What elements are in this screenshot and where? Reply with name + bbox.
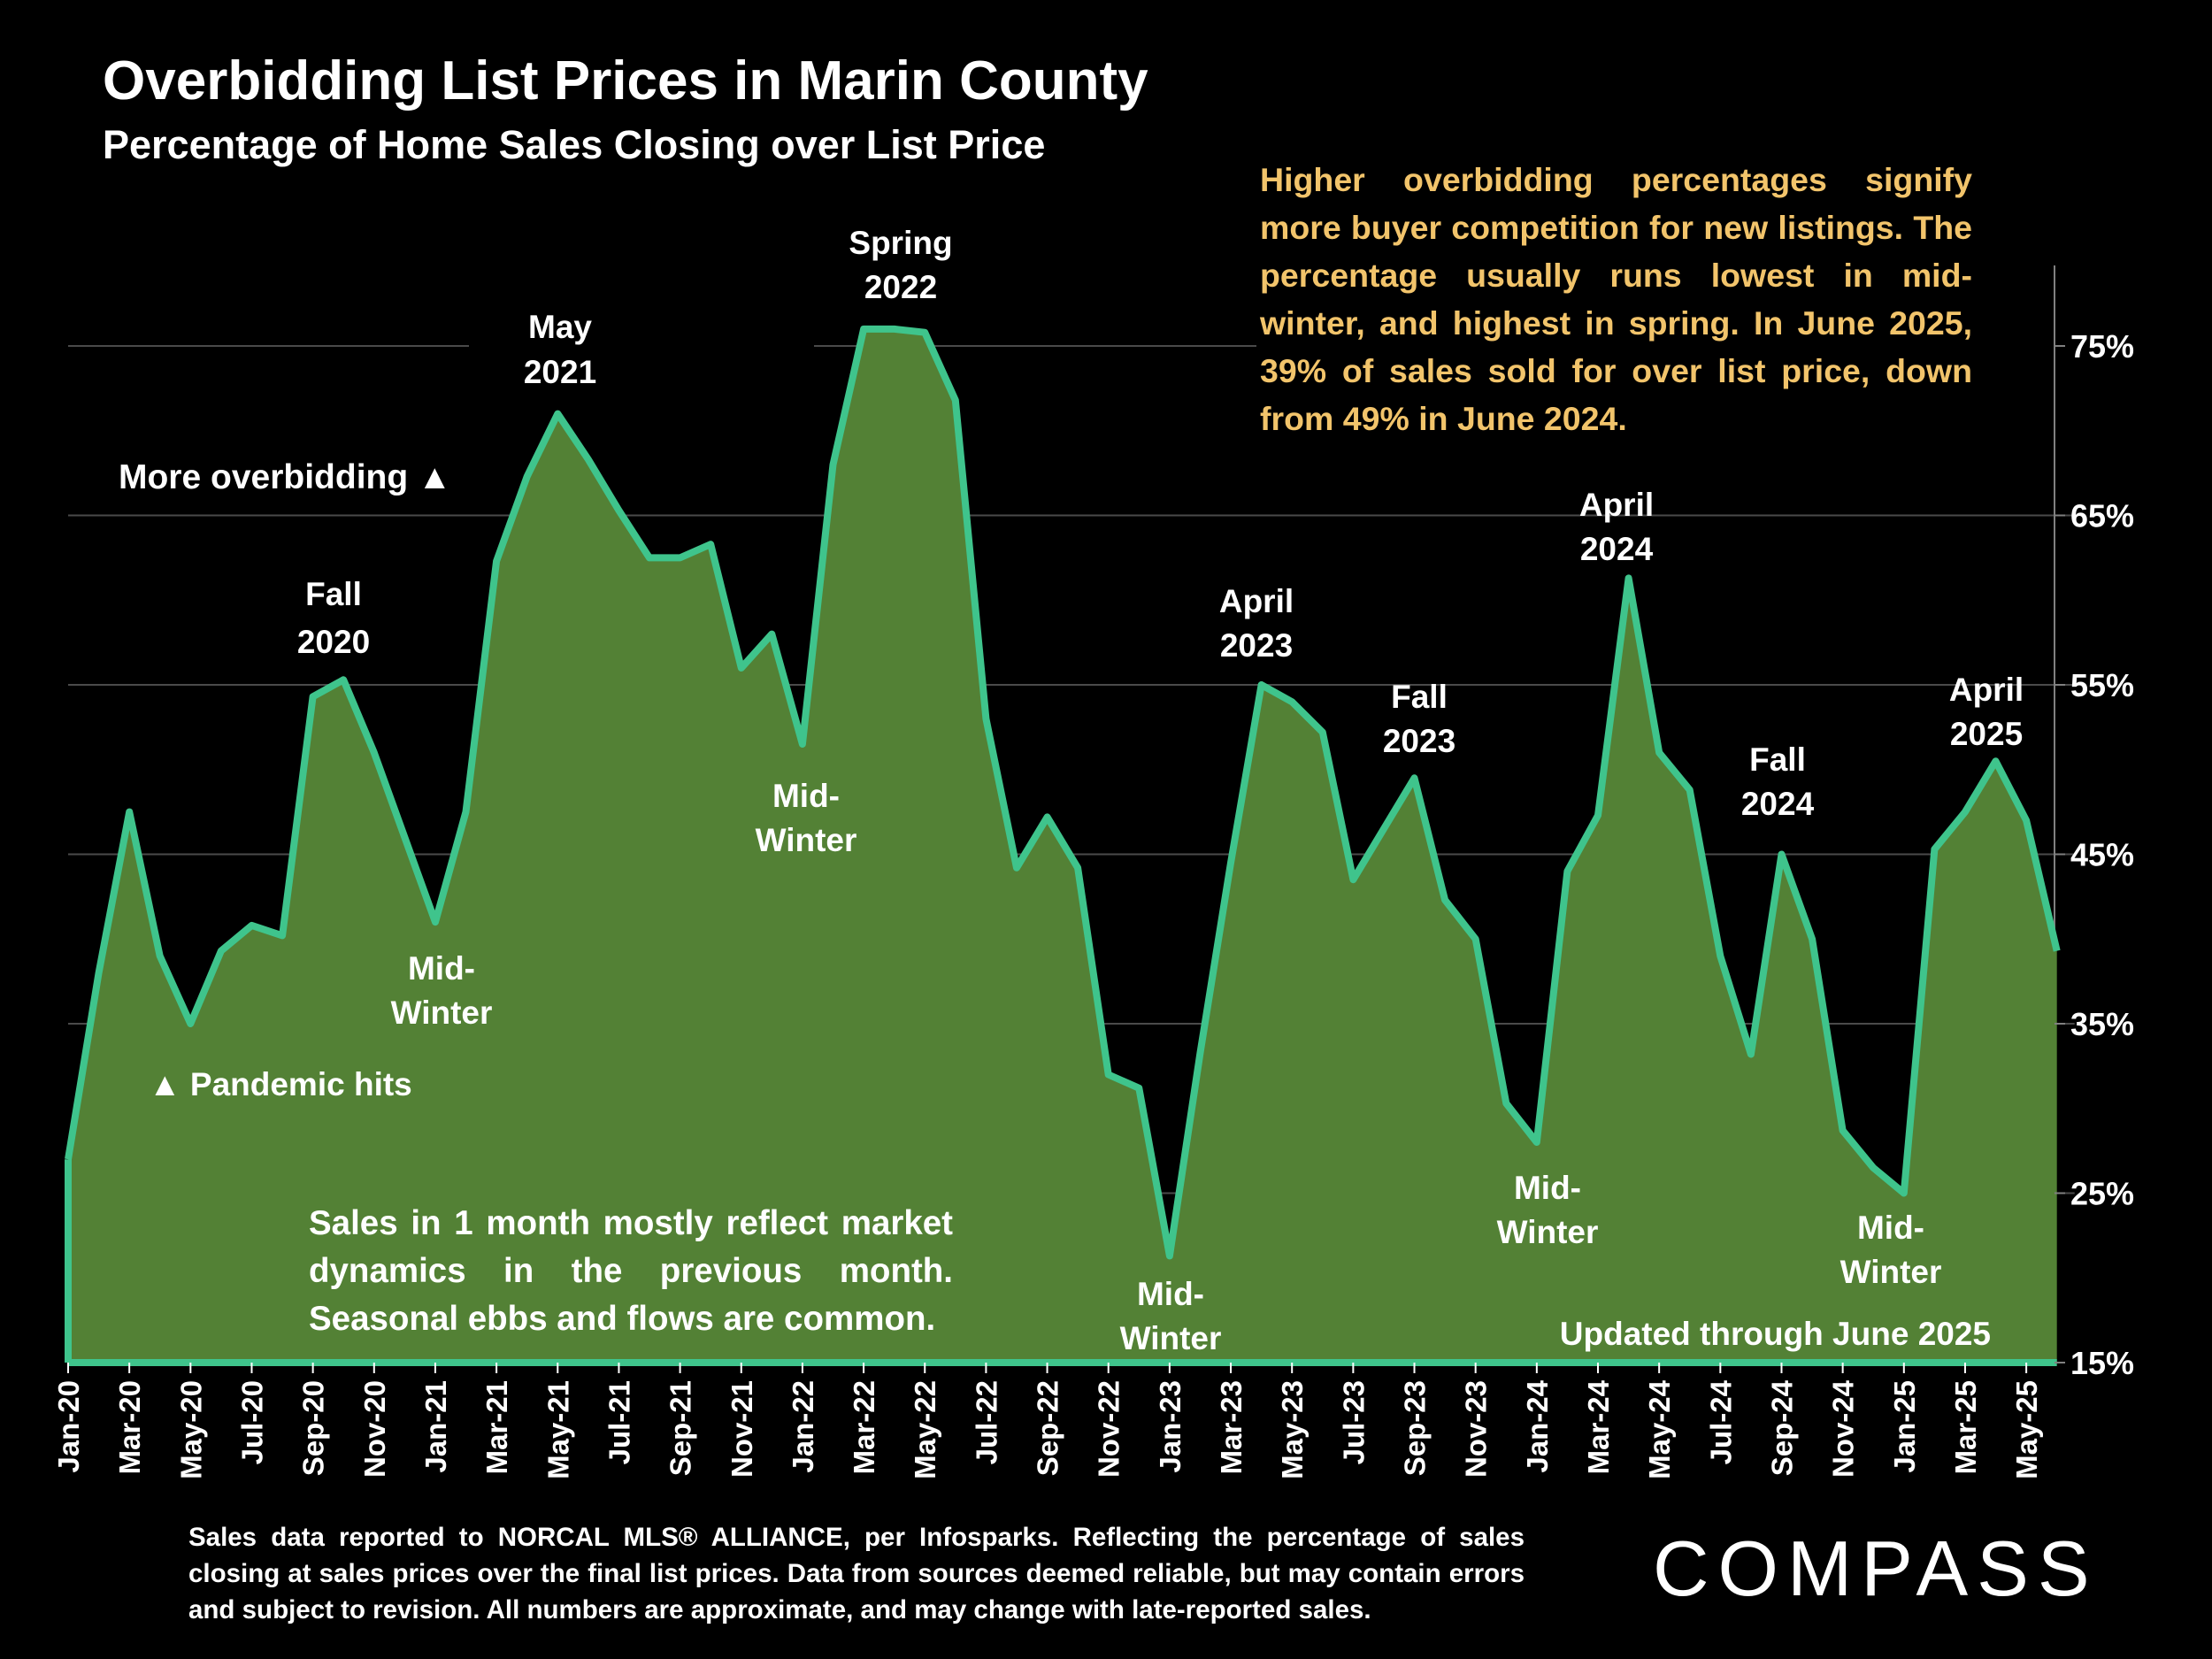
- annotation-label: April: [1579, 487, 1654, 523]
- x-tick-label: Jan-24: [1521, 1379, 1554, 1472]
- x-tick-label: Nov-23: [1460, 1380, 1493, 1478]
- annotation-label: Winter: [756, 822, 857, 858]
- x-tick-label: Mar-24: [1582, 1379, 1615, 1474]
- annotation-label: Winter: [1840, 1254, 1942, 1290]
- annotation-label: 2023: [1220, 627, 1293, 664]
- annotation-label: Winter: [1497, 1214, 1599, 1250]
- baseline: [65, 1159, 2057, 1366]
- y-tick-label: 45%: [2070, 837, 2134, 873]
- y-tick-label: 75%: [2070, 328, 2134, 365]
- x-tick-label: May-24: [1643, 1379, 1676, 1479]
- annotation-label: April: [1219, 583, 1294, 619]
- x-tick-label: Jan-21: [419, 1380, 452, 1473]
- annotation-label: 2022: [864, 269, 937, 305]
- x-tick-label: May-23: [1276, 1380, 1309, 1479]
- compass-logo: COMPASS: [1653, 1525, 2099, 1612]
- annotations: Fall 2020 May 2021 Spring 2022 April 2023 Fall 20…: [119, 225, 2024, 1356]
- annotation-label: 2020: [297, 624, 370, 660]
- annotation-label: 2025: [1950, 716, 2023, 752]
- annotation-label: Mid-: [1857, 1210, 1924, 1246]
- y-axis-ticks: 15% 25% 35% 45% 55% 65% 75%: [2055, 328, 2134, 1381]
- x-tick-label: Sep-20: [297, 1380, 330, 1476]
- updated-note: Updated through June 2025: [1560, 1316, 1991, 1352]
- x-tick-label: Jul-23: [1337, 1380, 1370, 1464]
- overbidding-note: Higher overbidding percentages signify m…: [1260, 161, 1972, 437]
- x-tick-label: Jan-23: [1154, 1380, 1187, 1473]
- x-tick-label: Mar-23: [1215, 1380, 1248, 1474]
- x-tick-label: Jul-24: [1704, 1379, 1737, 1464]
- x-tick-label: Sep-21: [664, 1380, 697, 1476]
- annotation-label: Mid-: [772, 778, 840, 814]
- annotation-label: Fall: [305, 576, 362, 612]
- x-tick-label: Mar-22: [848, 1380, 880, 1474]
- x-tick-label: Jul-20: [236, 1380, 269, 1464]
- x-tick-label: Nov-24: [1827, 1379, 1860, 1478]
- chart-title: Overbidding List Prices in Marin County: [103, 50, 1148, 111]
- annotation-label: Fall: [1391, 679, 1448, 715]
- x-tick-label: May-25: [2010, 1380, 2043, 1479]
- x-tick-label: Sep-22: [1032, 1380, 1064, 1476]
- pandemic-label: ▲ Pandemic hits: [149, 1066, 412, 1102]
- x-tick-label: May-20: [174, 1380, 207, 1479]
- x-tick-label: Mar-21: [480, 1380, 513, 1474]
- annotation-label: May: [528, 309, 592, 345]
- annotation-label: Winter: [1120, 1320, 1222, 1356]
- more-overbidding-label: More overbidding ▲: [119, 458, 452, 496]
- annotation-label: Winter: [391, 995, 493, 1031]
- x-tick-label: Jan-25: [1888, 1380, 1921, 1473]
- annotation-label: April: [1949, 672, 2024, 708]
- annotation-label: 2023: [1383, 723, 1455, 759]
- chart-subtitle: Percentage of Home Sales Closing over Li…: [103, 122, 1046, 167]
- annotation-label: Fall: [1749, 741, 1806, 778]
- seasonality-note: Sales in 1 month mostly reflect market d…: [309, 1204, 953, 1338]
- x-axis-ticks: Jan-20 Mar-20 May-20 Jul-20 Sep-20 Nov-20 Jan-…: [52, 1363, 2043, 1479]
- y-tick-label: 55%: [2070, 667, 2134, 703]
- annotation-label: 2024: [1580, 531, 1654, 567]
- y-tick-label: 35%: [2070, 1006, 2134, 1042]
- x-tick-label: Jan-20: [52, 1380, 85, 1473]
- source-note: Sales data reported to NORCAL MLS® ALLIA…: [188, 1523, 1525, 1624]
- x-tick-label: Jul-22: [970, 1380, 1002, 1464]
- x-tick-label: Mar-20: [113, 1380, 146, 1474]
- annotation-label: Mid-: [1137, 1276, 1204, 1312]
- annotation-label: 2021: [524, 354, 596, 390]
- x-tick-label: May-22: [909, 1380, 941, 1479]
- annotation-label: Spring: [849, 225, 952, 261]
- series-line: [65, 325, 2061, 1260]
- y-tick-label: 25%: [2070, 1176, 2134, 1212]
- annotation-label: Mid-: [1514, 1170, 1581, 1206]
- x-tick-label: Nov-22: [1093, 1380, 1125, 1478]
- x-tick-label: Nov-21: [726, 1380, 758, 1478]
- annotation-label: 2024: [1741, 786, 1815, 822]
- y-tick-label: 65%: [2070, 498, 2134, 534]
- x-tick-label: May-21: [541, 1380, 574, 1479]
- annotation-label: Mid-: [408, 950, 475, 987]
- x-tick-label: Jul-21: [603, 1380, 635, 1464]
- y-tick-label: 15%: [2070, 1345, 2134, 1381]
- x-tick-label: Mar-25: [1949, 1380, 1982, 1474]
- x-tick-label: Sep-24: [1766, 1379, 1799, 1476]
- x-tick-label: Nov-20: [358, 1380, 391, 1478]
- x-tick-label: Jan-22: [787, 1380, 819, 1473]
- x-tick-label: Sep-23: [1399, 1380, 1432, 1476]
